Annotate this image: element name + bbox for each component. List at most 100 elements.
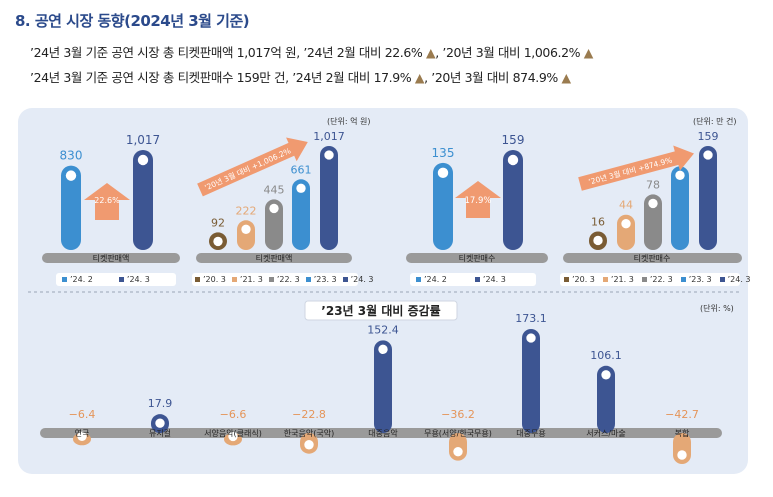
legend-count-year: ’20. 3 ’21. 3 ’22. 3 ’23. 3 ’24. 3	[560, 273, 751, 286]
unit-label-sales: (단위: 억 원)	[327, 117, 371, 126]
bar-marker	[304, 440, 314, 450]
axis-count-year	[563, 253, 742, 263]
axis-label: 티켓판매액	[256, 253, 293, 263]
bar	[292, 179, 310, 250]
data-label: 1,017	[313, 130, 345, 143]
up-arrow-icon	[84, 183, 130, 220]
data-label: −36.2	[441, 408, 475, 421]
data-label: 135	[432, 146, 455, 160]
data-label: 830	[60, 149, 83, 163]
unit-label-growth: (단위: %)	[700, 304, 734, 313]
bar-marker	[621, 219, 631, 229]
bar-marker	[137, 154, 149, 166]
bar-marker	[241, 224, 251, 234]
category-label: 복합	[675, 429, 690, 438]
trend-arrow-icon	[197, 137, 308, 197]
legend-count-month: ’24. 2 ’24. 3	[410, 273, 536, 286]
bar	[522, 329, 540, 433]
bar-marker	[65, 170, 77, 181]
growth-annotation: 22.6%	[94, 196, 120, 205]
bar-marker	[437, 167, 449, 179]
growth-annotation: 17.9%	[464, 196, 491, 206]
data-label: 17.9	[148, 397, 173, 410]
category-label: 대중음악	[368, 428, 398, 438]
bar-marker	[378, 344, 388, 355]
data-label: 222	[236, 204, 257, 217]
bar	[320, 146, 338, 250]
legend-sales-year: ’20. 3 ’21. 3 ’22. 3 ’23. 3 ’24. 3	[192, 273, 374, 286]
category-label: 대중무용	[516, 429, 545, 438]
bar	[374, 340, 392, 433]
data-label: −6.4	[69, 408, 96, 421]
growth-title: ’23년 3월 대비 증감률	[321, 303, 440, 318]
data-label: 78	[646, 178, 660, 191]
bar-marker	[324, 150, 334, 160]
bar	[133, 150, 153, 250]
category-label: 서커스/마술	[586, 428, 626, 438]
trend-annotation: ’20년 3월 대비 +874.9%	[587, 155, 673, 187]
category-label: 무용(서양/한국무용)	[424, 429, 492, 438]
up-triangle-icon: ▲	[426, 45, 436, 60]
data-label: 44	[619, 199, 633, 212]
bar-marker	[648, 198, 658, 209]
bar	[503, 150, 523, 250]
axis-label: 티켓판매액	[93, 253, 130, 263]
axis-sales-year	[196, 253, 352, 263]
bar-marker	[507, 154, 519, 166]
category-label: 뮤지컬	[149, 429, 171, 438]
up-triangle-icon: ▲	[561, 70, 571, 85]
data-label: 159	[502, 133, 525, 147]
legend-sales-month: ’24. 2 ’24. 3	[56, 273, 176, 286]
data-label: 661	[291, 163, 312, 176]
bar-marker	[453, 446, 463, 457]
up-triangle-icon: ▲	[414, 70, 425, 85]
data-label: 173.1	[515, 312, 547, 325]
bar-marker	[155, 418, 165, 428]
bar-marker	[296, 183, 306, 193]
bar	[237, 220, 255, 250]
bar-marker	[77, 431, 87, 441]
summary-line-sales: ’24년 3월 기준 공연 시장 총 티켓판매액 1,017억 원, ’24년 …	[30, 45, 594, 60]
bar	[265, 199, 283, 250]
category-label: 서양음악(클래식)	[204, 428, 262, 438]
axis-label: 티켓판매수	[459, 253, 496, 263]
bar	[597, 365, 615, 433]
trend-arrow-icon	[578, 145, 694, 191]
growth-title-box	[304, 300, 458, 321]
data-label: −42.7	[665, 408, 699, 421]
data-label: 159	[698, 130, 719, 143]
bar-marker	[526, 333, 536, 343]
bar	[61, 165, 81, 250]
unit-label-count: (단위: 만 건)	[693, 117, 737, 126]
bar-marker	[213, 236, 223, 247]
bar	[433, 162, 453, 250]
up-arrow-icon	[455, 181, 501, 218]
bar	[449, 433, 467, 461]
bar-marker	[593, 235, 603, 246]
data-label: 445	[264, 183, 285, 196]
axis-growth	[40, 428, 722, 438]
category-label: 한국음악(국악)	[284, 428, 334, 438]
data-label: 152.4	[367, 323, 399, 336]
up-triangle-icon: ▲	[583, 45, 594, 60]
data-label: −6.6	[220, 408, 247, 421]
bar-marker	[675, 170, 685, 180]
bar-marker	[677, 450, 687, 460]
data-label: 92	[211, 216, 225, 229]
data-label: 106.1	[590, 349, 622, 362]
data-label: 1,017	[126, 133, 160, 147]
bar	[644, 194, 662, 250]
bar	[671, 166, 689, 250]
axis-label: 티켓판매수	[634, 253, 671, 263]
data-label: −22.8	[292, 408, 326, 421]
category-label: 연극	[75, 429, 90, 438]
axis-sales-month	[42, 253, 180, 263]
bar-marker	[703, 150, 713, 160]
bar-marker	[601, 370, 611, 380]
axis-count-month	[406, 253, 548, 263]
summary-line-count: ’24년 3월 기준 공연 시장 총 티켓판매수 159만 건, ’24년 2월…	[30, 70, 571, 85]
data-label: 16	[591, 215, 605, 228]
bar-marker	[228, 431, 238, 442]
page-title: 8. 공연 시장 동향(2024년 3월 기준)	[15, 12, 250, 30]
